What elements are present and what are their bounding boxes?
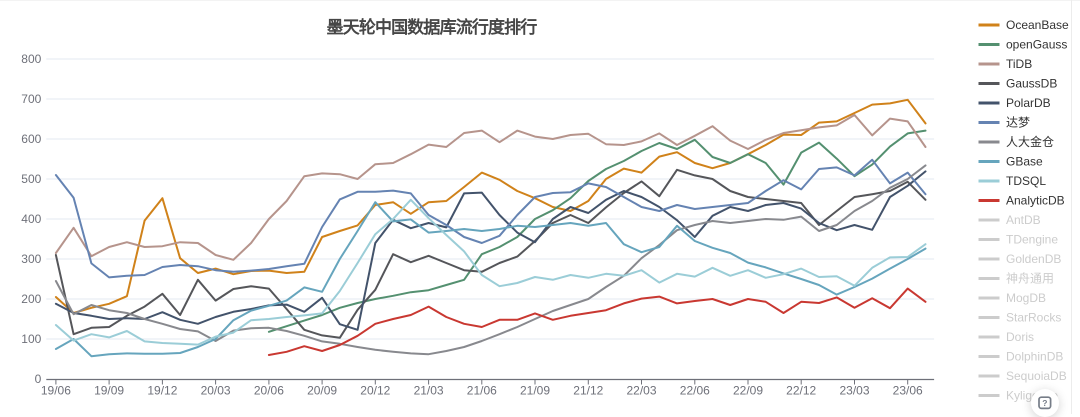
svg-text:TiDB: TiDB xyxy=(1006,57,1032,71)
svg-text:0: 0 xyxy=(35,372,42,386)
svg-text:20/03: 20/03 xyxy=(201,384,231,398)
svg-text:700: 700 xyxy=(21,92,41,106)
svg-text:TDSQL: TDSQL xyxy=(1006,174,1046,188)
svg-text:DolphinDB: DolphinDB xyxy=(1006,350,1063,364)
svg-text:19/12: 19/12 xyxy=(147,384,177,398)
svg-text:GoldenDB: GoldenDB xyxy=(1006,252,1061,266)
svg-text:22/12: 22/12 xyxy=(786,384,816,398)
svg-text:人大金仓: 人大金仓 xyxy=(1006,134,1054,149)
svg-text:20/06: 20/06 xyxy=(254,384,284,398)
svg-text:PolarDB: PolarDB xyxy=(1006,96,1051,110)
svg-text:200: 200 xyxy=(21,292,41,306)
svg-text:500: 500 xyxy=(21,172,41,186)
svg-text:21/12: 21/12 xyxy=(573,384,603,398)
svg-text:神舟通用: 神舟通用 xyxy=(1006,272,1054,286)
svg-text:22/09: 22/09 xyxy=(733,384,763,398)
svg-text:600: 600 xyxy=(21,132,41,146)
svg-text:21/06: 21/06 xyxy=(467,384,497,398)
svg-text:墨天轮中国数据库流行度排行: 墨天轮中国数据库流行度排行 xyxy=(327,17,538,37)
svg-text:300: 300 xyxy=(21,252,41,266)
svg-text:AnalyticDB: AnalyticDB xyxy=(1006,194,1065,208)
svg-text:23/06: 23/06 xyxy=(893,384,923,398)
svg-text:19/06: 19/06 xyxy=(41,384,71,398)
svg-text:OceanBase: OceanBase xyxy=(1006,18,1069,32)
svg-text:MogDB: MogDB xyxy=(1006,291,1046,305)
svg-text:22/06: 22/06 xyxy=(680,384,710,398)
svg-text:TDengine: TDengine xyxy=(1006,233,1058,247)
svg-text:22/03: 22/03 xyxy=(626,384,656,398)
svg-text:StarRocks: StarRocks xyxy=(1006,311,1061,325)
svg-text:GBase: GBase xyxy=(1006,155,1043,169)
svg-text:100: 100 xyxy=(21,332,41,346)
svg-text:19/09: 19/09 xyxy=(94,384,124,398)
svg-text:?: ? xyxy=(1042,398,1047,408)
svg-text:21/09: 21/09 xyxy=(520,384,550,398)
svg-text:400: 400 xyxy=(21,212,41,226)
svg-text:GaussDB: GaussDB xyxy=(1006,77,1057,91)
svg-text:23/03: 23/03 xyxy=(839,384,869,398)
svg-text:达梦: 达梦 xyxy=(1006,116,1030,130)
svg-text:20/09: 20/09 xyxy=(307,384,337,398)
svg-text:AntDB: AntDB xyxy=(1006,213,1041,227)
svg-text:openGauss: openGauss xyxy=(1006,38,1067,52)
svg-text:20/12: 20/12 xyxy=(360,384,390,398)
svg-text:SequoiaDB: SequoiaDB xyxy=(1006,369,1067,383)
svg-text:Doris: Doris xyxy=(1006,330,1034,344)
svg-text:800: 800 xyxy=(21,52,41,66)
svg-text:21/03: 21/03 xyxy=(414,384,444,398)
